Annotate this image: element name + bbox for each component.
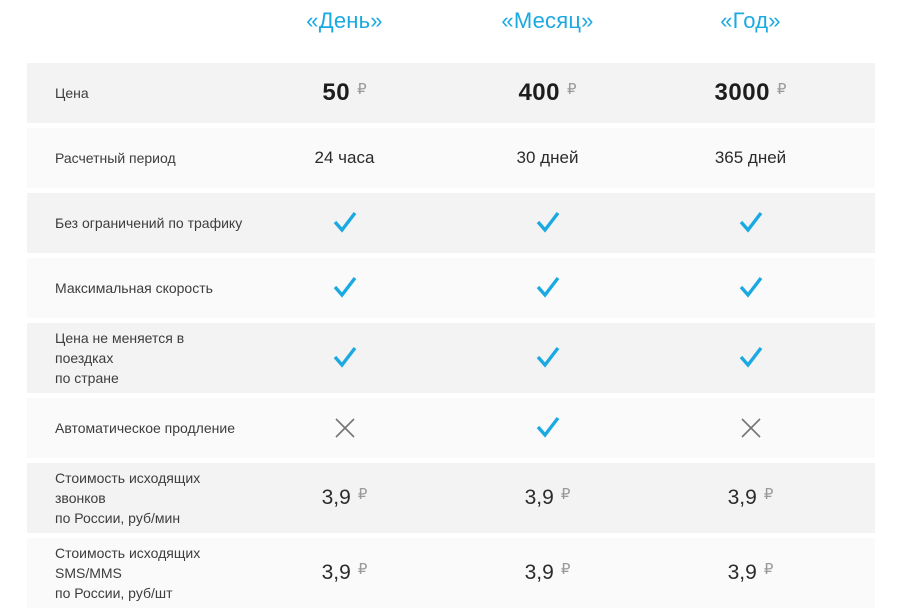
table-cell: 3,9 ₽ — [446, 561, 649, 585]
table-cell: 3,9 ₽ — [649, 561, 852, 585]
table-row: Цена не меняется в поездках по стране — [27, 323, 875, 393]
row-label: Стоимость исходящих SMS/MMS по России, р… — [55, 544, 201, 602]
table-cell — [446, 415, 649, 441]
price-value: 400 — [518, 79, 560, 106]
row-label: Автоматическое продление — [55, 419, 235, 436]
table-cell — [649, 275, 852, 301]
ruble-sign: ₽ — [357, 81, 367, 98]
row-label: Расчетный период — [55, 149, 176, 166]
table-row: Автоматическое продление — [27, 398, 875, 458]
check-icon — [534, 275, 562, 301]
table-cell: 3,9 ₽ — [446, 486, 649, 510]
table-cell — [649, 345, 852, 371]
table-cell — [243, 275, 446, 301]
row-label: Без ограничений по трафику — [55, 214, 243, 231]
cross-icon — [331, 415, 359, 441]
table-header-row: «День» «Месяц» «Год» — [27, 0, 875, 63]
price-value: 3000 — [714, 79, 770, 106]
period-value: 30 дней — [516, 148, 579, 167]
period-value: 24 часа — [314, 148, 375, 167]
price-value: 50 — [322, 79, 351, 106]
check-icon — [737, 275, 765, 301]
row-label: Стоимость исходящих звонков по России, р… — [55, 469, 201, 527]
table-cell — [243, 345, 446, 371]
ruble-sign: ₽ — [567, 81, 577, 98]
table-row: Максимальная скорость — [27, 258, 875, 318]
ruble-sign: ₽ — [560, 561, 571, 578]
table-row: Расчетный период 24 часа 30 дней 365 дней — [27, 128, 875, 188]
ruble-sign: ₽ — [763, 486, 774, 503]
tariff-column-header-year[interactable]: «Год» — [720, 8, 781, 33]
table-cell: 3000 ₽ — [649, 79, 852, 107]
price-value: 3,9 — [727, 561, 757, 584]
table-cell — [243, 210, 446, 236]
period-value: 365 дней — [714, 148, 787, 167]
table-cell: 3,9 ₽ — [243, 486, 446, 510]
table-cell: 30 дней — [446, 148, 649, 168]
check-icon — [331, 345, 359, 371]
table-cell: 365 дней — [649, 148, 852, 168]
check-icon — [534, 210, 562, 236]
check-icon — [534, 345, 562, 371]
row-label: Цена не меняется в поездках по стране — [55, 329, 185, 387]
tariff-comparison-table: «День» «Месяц» «Год» Цена 50 ₽400 ₽3000 ₽ Рас… — [27, 0, 875, 613]
table-cell — [446, 210, 649, 236]
table-cell: 400 ₽ — [446, 79, 649, 107]
check-icon — [737, 210, 765, 236]
ruble-sign: ₽ — [560, 486, 571, 503]
table-cell — [243, 415, 446, 441]
table-cell: 3,9 ₽ — [243, 561, 446, 585]
check-icon — [331, 275, 359, 301]
table-row: Стоимость исходящих звонков по России, р… — [27, 463, 875, 533]
check-icon — [331, 210, 359, 236]
tariff-column-header-day[interactable]: «День» — [306, 8, 383, 33]
ruble-sign: ₽ — [763, 561, 774, 578]
table-row: Стоимость исходящих SMS/MMS по России, р… — [27, 538, 875, 608]
check-icon — [534, 415, 562, 441]
price-value: 3,9 — [524, 561, 554, 584]
cross-icon — [737, 415, 765, 441]
ruble-sign: ₽ — [776, 81, 787, 98]
check-icon — [737, 345, 765, 371]
table-cell — [446, 275, 649, 301]
row-label: Максимальная скорость — [55, 279, 213, 296]
table-cell: 50 ₽ — [243, 79, 446, 107]
price-value: 3,9 — [321, 486, 351, 509]
table-cell — [649, 415, 852, 441]
row-label: Цена — [55, 84, 89, 101]
table-body: Цена 50 ₽400 ₽3000 ₽ Расчетный период 24 часа 3… — [27, 63, 875, 608]
price-value: 3,9 — [727, 486, 757, 509]
tariff-column-header-month[interactable]: «Месяц» — [501, 8, 594, 33]
table-cell — [649, 210, 852, 236]
price-value: 3,9 — [321, 561, 351, 584]
table-row: Без ограничений по трафику — [27, 193, 875, 253]
ruble-sign: ₽ — [357, 486, 368, 503]
table-cell: 24 часа — [243, 148, 446, 168]
table-cell: 3,9 ₽ — [649, 486, 852, 510]
price-value: 3,9 — [524, 486, 554, 509]
table-row: Цена 50 ₽400 ₽3000 ₽ — [27, 63, 875, 123]
ruble-sign: ₽ — [357, 561, 368, 578]
table-cell — [446, 345, 649, 371]
